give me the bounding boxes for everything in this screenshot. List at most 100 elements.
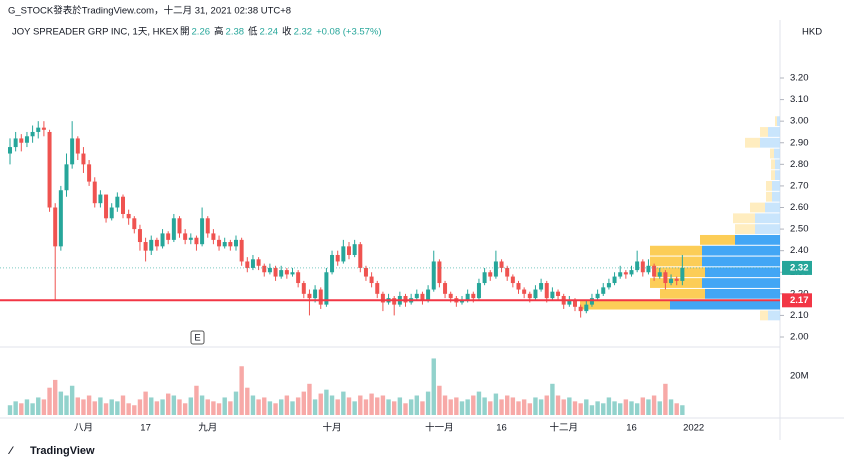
candle-body — [177, 218, 182, 234]
x-tick-label: 16 — [626, 423, 637, 434]
candle-body — [465, 293, 470, 301]
candle-body — [522, 289, 527, 294]
volume-bar — [488, 401, 493, 415]
volume-bar — [516, 401, 521, 415]
candle-body — [324, 272, 329, 305]
profile-down — [770, 148, 774, 159]
candle-body — [358, 244, 363, 268]
candle-body — [414, 293, 419, 299]
profile-down — [760, 310, 768, 321]
volume-bar — [137, 399, 143, 415]
candle-body — [92, 181, 97, 204]
footer-logo: TradingView — [30, 445, 95, 457]
volume-bar — [680, 405, 685, 415]
volume-bar — [295, 397, 301, 415]
volume-bar — [199, 395, 205, 415]
volume-bar — [233, 391, 239, 415]
published: G_STOCK發表於TradingView.com，十二月 31, 2021 0… — [8, 5, 291, 17]
y-tick-label: 2.90 — [790, 137, 809, 148]
y-tick-label: 3.00 — [790, 116, 809, 127]
candle-body — [8, 147, 12, 154]
volume-bar — [392, 401, 397, 415]
profile-up — [670, 299, 780, 310]
candle-body — [126, 213, 131, 219]
volume-bar — [634, 403, 640, 415]
profile-up — [765, 202, 780, 213]
volume-bar — [216, 403, 222, 415]
volume-bar — [103, 403, 109, 415]
candle-body — [392, 298, 397, 305]
volume-bar — [386, 399, 391, 415]
volume-bar — [459, 401, 465, 415]
candle-body — [426, 289, 431, 301]
volume-bar — [352, 401, 357, 415]
volume-bar — [567, 397, 572, 415]
volume-bar — [651, 395, 657, 415]
volume-bar — [279, 399, 284, 415]
candle-body — [476, 283, 481, 299]
candle-body — [183, 233, 188, 240]
candle-body — [250, 259, 255, 268]
volume-bar — [120, 395, 126, 415]
logo-mark: ⁄ — [7, 445, 14, 457]
profile-up — [768, 310, 780, 321]
candle-body — [330, 254, 335, 273]
candle-body — [19, 138, 24, 143]
candle-body — [527, 293, 532, 299]
profile-up — [775, 170, 780, 181]
volume-bar — [312, 399, 318, 415]
volume-bar — [448, 399, 453, 415]
volume-bar — [550, 383, 555, 415]
volume-bar — [7, 405, 13, 415]
volume-bar — [533, 397, 538, 415]
candle-body — [222, 242, 227, 247]
candle-body — [13, 138, 18, 148]
candle-body — [595, 293, 600, 299]
candle-body — [217, 239, 222, 247]
candle-body — [601, 287, 606, 294]
profile-down — [655, 267, 705, 278]
volume-bar — [561, 399, 566, 415]
candle-body — [550, 291, 555, 299]
candle-body — [623, 272, 628, 275]
candle-body — [420, 293, 425, 301]
candle-body — [471, 293, 476, 299]
volume-bar — [657, 401, 662, 415]
ohlc-value: 2.26 — [192, 27, 211, 38]
volume-bar — [69, 385, 75, 415]
volume-bar — [267, 401, 273, 415]
candle-body — [460, 300, 464, 303]
candle-body — [544, 283, 549, 299]
y-tick-label: 2.40 — [790, 245, 809, 256]
profile-down — [700, 234, 735, 245]
ohlc-value: 2.38 — [226, 27, 245, 38]
candle-body — [431, 261, 436, 290]
profile-up — [777, 116, 780, 127]
ohlc-label: 收 — [282, 26, 292, 38]
volume-bar — [505, 395, 510, 415]
candle-body — [30, 131, 35, 137]
candle-body — [205, 218, 210, 234]
candle-body — [652, 265, 657, 277]
candle-body — [188, 237, 193, 240]
profile-down — [745, 137, 760, 148]
volume-bar — [584, 399, 589, 415]
candle-body — [510, 276, 515, 284]
profile-down — [766, 191, 772, 202]
y-tick-label: 2.10 — [790, 310, 809, 321]
candle-body — [98, 194, 103, 204]
volume-bar — [640, 397, 645, 415]
volume-bar — [126, 403, 131, 415]
profile-down — [771, 159, 775, 170]
candle-body — [369, 276, 374, 284]
candle-body — [493, 261, 498, 277]
candle-body — [87, 164, 92, 182]
volume-bar — [182, 403, 188, 415]
profile-down — [660, 288, 705, 299]
profile-down — [775, 116, 777, 127]
candle-body — [629, 270, 634, 275]
volume-bar — [36, 397, 41, 415]
candle-body — [488, 272, 493, 277]
candle-body — [674, 278, 679, 281]
